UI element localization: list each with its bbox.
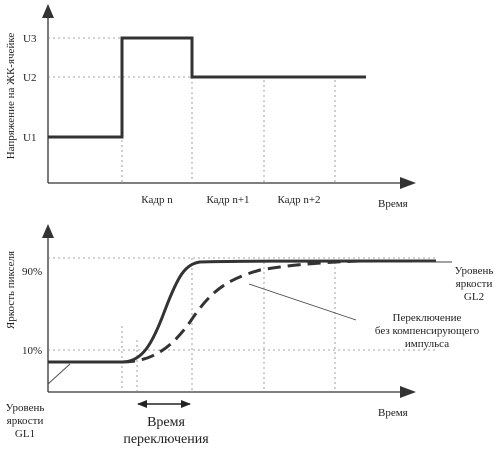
response-curve-uncompensated [121, 259, 361, 364]
voltage-x-axis-arrow [400, 177, 416, 189]
brightness-x-axis-arrow [400, 386, 416, 398]
gl2-line-1: Уровень [455, 265, 494, 277]
no-comp-annotation: Переключение без компенсирующего импульс… [375, 312, 480, 350]
level-u2: U2 [23, 72, 36, 84]
response-curve-compensated [48, 259, 437, 364]
gl1-line-2: яркости [7, 415, 44, 427]
no-comp-line-1: Переключение [393, 312, 462, 324]
voltage-x-label: Время [378, 198, 408, 210]
gl1-line-3: GL1 [15, 428, 35, 440]
brightness-y-label: Яркость пикселя [5, 251, 17, 329]
frame-n2-label: Кадр n+2 [277, 194, 320, 206]
gl1-line-1: Уровень [6, 402, 45, 414]
switch-time-line-2: переключения [123, 432, 209, 447]
gl2-annotation: Уровень яркости GL2 [455, 265, 494, 303]
gl2-line-2: яркости [456, 278, 493, 290]
no-comp-line-3: импульса [405, 338, 449, 350]
tick-90: 90% [22, 266, 42, 278]
frame-n1-label: Кадр n+1 [206, 194, 249, 206]
level-u3: U3 [23, 33, 37, 45]
tick-10: 10% [22, 345, 42, 357]
switch-time-line-1: Время [147, 415, 185, 430]
gl2-line-3: GL2 [464, 291, 484, 303]
voltage-y-axis-arrow [42, 4, 54, 18]
voltage-chart: Напряжение на ЖК-ячейке U3 U2 U1 Кадр n … [5, 4, 416, 210]
voltage-waveform [48, 36, 366, 139]
brightness-y-axis-arrow [42, 224, 54, 238]
brightness-chart: 90% 10% Яркость пикселя Время Уровень яр… [5, 224, 493, 447]
level-u1: U1 [23, 132, 36, 144]
frame-n-label: Кадр n [141, 194, 173, 206]
voltage-y-label: Напряжение на ЖК-ячейке [5, 33, 17, 160]
brightness-x-label: Время [378, 407, 408, 419]
gl1-leader [47, 363, 71, 385]
no-comp-line-2: без компенсирующего [375, 325, 480, 337]
no-comp-leader [248, 283, 357, 321]
gl1-annotation: Уровень яркости GL1 [6, 402, 45, 440]
